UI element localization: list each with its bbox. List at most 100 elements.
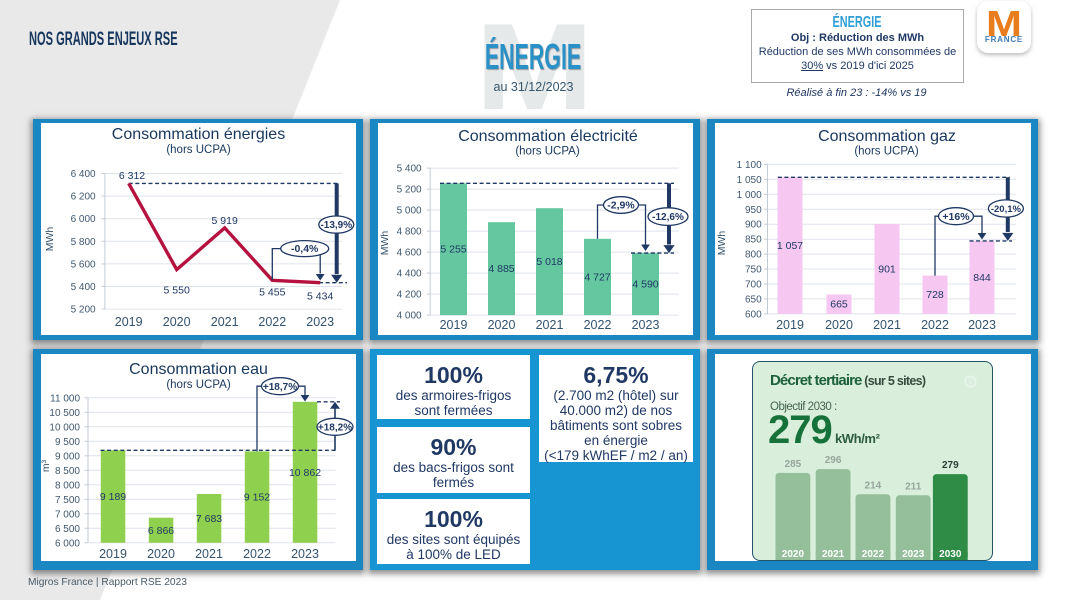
svg-text:2020: 2020: [825, 318, 853, 332]
svg-text:5 400: 5 400: [71, 282, 96, 293]
svg-text:850: 850: [745, 235, 762, 246]
svg-text:5 455: 5 455: [259, 287, 285, 299]
svg-text:2020: 2020: [147, 547, 175, 561]
svg-text:4 200: 4 200: [397, 290, 422, 301]
svg-text:211: 211: [905, 481, 922, 492]
svg-text:2020: 2020: [782, 548, 805, 559]
svg-text:4 000: 4 000: [397, 311, 422, 322]
svg-text:2020: 2020: [163, 315, 191, 329]
svg-text:+16%: +16%: [942, 211, 970, 223]
svg-text:4 600: 4 600: [397, 248, 422, 259]
svg-text:6 312: 6 312: [119, 170, 145, 182]
svg-text:MWh: MWh: [44, 227, 56, 252]
svg-text:2023: 2023: [968, 318, 996, 332]
svg-text:10 862: 10 862: [289, 467, 321, 479]
svg-text:5 200: 5 200: [397, 185, 422, 196]
svg-text:Consommation gaz: Consommation gaz: [818, 128, 956, 145]
svg-text:2021: 2021: [195, 547, 223, 561]
svg-text:2030: 2030: [939, 548, 962, 559]
svg-text:2022: 2022: [584, 318, 612, 332]
svg-text:5 400: 5 400: [397, 164, 422, 175]
svg-text:2019: 2019: [440, 318, 468, 332]
svg-text:2022: 2022: [921, 318, 949, 332]
svg-text:9 500: 9 500: [55, 437, 80, 448]
svg-text:1 057: 1 057: [777, 240, 803, 252]
svg-text:5 255: 5 255: [440, 244, 466, 256]
svg-text:285: 285: [785, 459, 802, 470]
svg-text:750: 750: [745, 265, 762, 276]
svg-text:4 590: 4 590: [632, 279, 658, 291]
svg-text:900: 900: [745, 220, 762, 231]
svg-text:7 000: 7 000: [55, 509, 80, 520]
svg-text:5 919: 5 919: [212, 215, 238, 227]
svg-text:4 400: 4 400: [397, 269, 422, 280]
svg-text:8 500: 8 500: [55, 466, 80, 477]
svg-text:5 018: 5 018: [536, 256, 562, 268]
svg-text:5 600: 5 600: [71, 259, 96, 270]
svg-text:+18,7%: +18,7%: [263, 382, 297, 393]
svg-text:2019: 2019: [115, 315, 143, 329]
svg-text:2019: 2019: [776, 318, 804, 332]
svg-text:2023: 2023: [902, 548, 925, 559]
svg-text:9 189: 9 189: [100, 491, 126, 503]
svg-text:2022: 2022: [258, 315, 286, 329]
svg-text:-2,9%: -2,9%: [607, 200, 635, 212]
svg-text:4 727: 4 727: [584, 271, 610, 283]
svg-text:(hors UCPA): (hors UCPA): [515, 146, 579, 158]
svg-text:1 000: 1 000: [737, 190, 762, 201]
svg-text:5 550: 5 550: [164, 285, 190, 297]
svg-text:2023: 2023: [632, 318, 660, 332]
svg-text:1 100: 1 100: [737, 160, 762, 171]
svg-text:-13,9%: -13,9%: [320, 220, 352, 231]
svg-text:2021: 2021: [822, 548, 845, 559]
svg-text:6 200: 6 200: [71, 192, 96, 203]
svg-text:m³: m³: [41, 459, 52, 472]
svg-text:2020: 2020: [488, 318, 516, 332]
svg-text:7 683: 7 683: [196, 513, 222, 525]
svg-text:2022: 2022: [243, 547, 271, 561]
svg-text:(hors UCPA): (hors UCPA): [166, 379, 230, 391]
svg-text:Consommation électricité: Consommation électricité: [458, 128, 638, 145]
svg-text:5 200: 5 200: [71, 305, 96, 316]
svg-text:10 000: 10 000: [49, 422, 80, 433]
svg-text:Consommation énergies: Consommation énergies: [112, 126, 285, 143]
svg-text:MWh: MWh: [379, 231, 391, 256]
svg-text:214: 214: [865, 480, 882, 491]
svg-text:6 000: 6 000: [55, 538, 80, 549]
svg-text:6 400: 6 400: [71, 169, 96, 180]
svg-text:800: 800: [745, 250, 762, 261]
svg-text:2021: 2021: [211, 315, 239, 329]
svg-text:4 885: 4 885: [488, 263, 514, 275]
svg-text:1 050: 1 050: [737, 175, 762, 186]
svg-text:6 000: 6 000: [71, 214, 96, 225]
svg-text:2021: 2021: [536, 318, 564, 332]
svg-text:950: 950: [745, 205, 762, 216]
svg-text:Consommation eau: Consommation eau: [129, 361, 268, 378]
svg-text:5 000: 5 000: [397, 206, 422, 217]
svg-text:8 000: 8 000: [55, 480, 80, 491]
svg-text:-20,1%: -20,1%: [991, 204, 1022, 215]
svg-text:700: 700: [745, 280, 762, 291]
svg-text:600: 600: [745, 309, 762, 320]
svg-text:10 500: 10 500: [49, 408, 80, 419]
svg-text:(hors UCPA): (hors UCPA): [166, 144, 230, 156]
svg-text:-12,6%: -12,6%: [652, 212, 684, 223]
svg-text:2022: 2022: [862, 548, 885, 559]
svg-text:5 800: 5 800: [71, 237, 96, 248]
svg-text:2023: 2023: [291, 547, 319, 561]
svg-text:(hors UCPA): (hors UCPA): [854, 146, 918, 158]
svg-text:11 000: 11 000: [50, 393, 80, 404]
svg-text:9 152: 9 152: [244, 492, 270, 504]
svg-text:901: 901: [878, 263, 896, 275]
svg-text:728: 728: [926, 289, 944, 301]
svg-text:279: 279: [942, 460, 959, 471]
svg-text:5 434: 5 434: [307, 291, 333, 303]
svg-text:665: 665: [830, 299, 848, 311]
svg-text:2019: 2019: [99, 547, 127, 561]
svg-text:-0,4%: -0,4%: [291, 243, 319, 255]
svg-text:844: 844: [973, 272, 991, 284]
svg-text:MWh: MWh: [716, 231, 728, 256]
svg-text:4 800: 4 800: [397, 227, 422, 238]
svg-text:296: 296: [825, 455, 842, 466]
svg-text:+18,2%: +18,2%: [318, 422, 352, 433]
